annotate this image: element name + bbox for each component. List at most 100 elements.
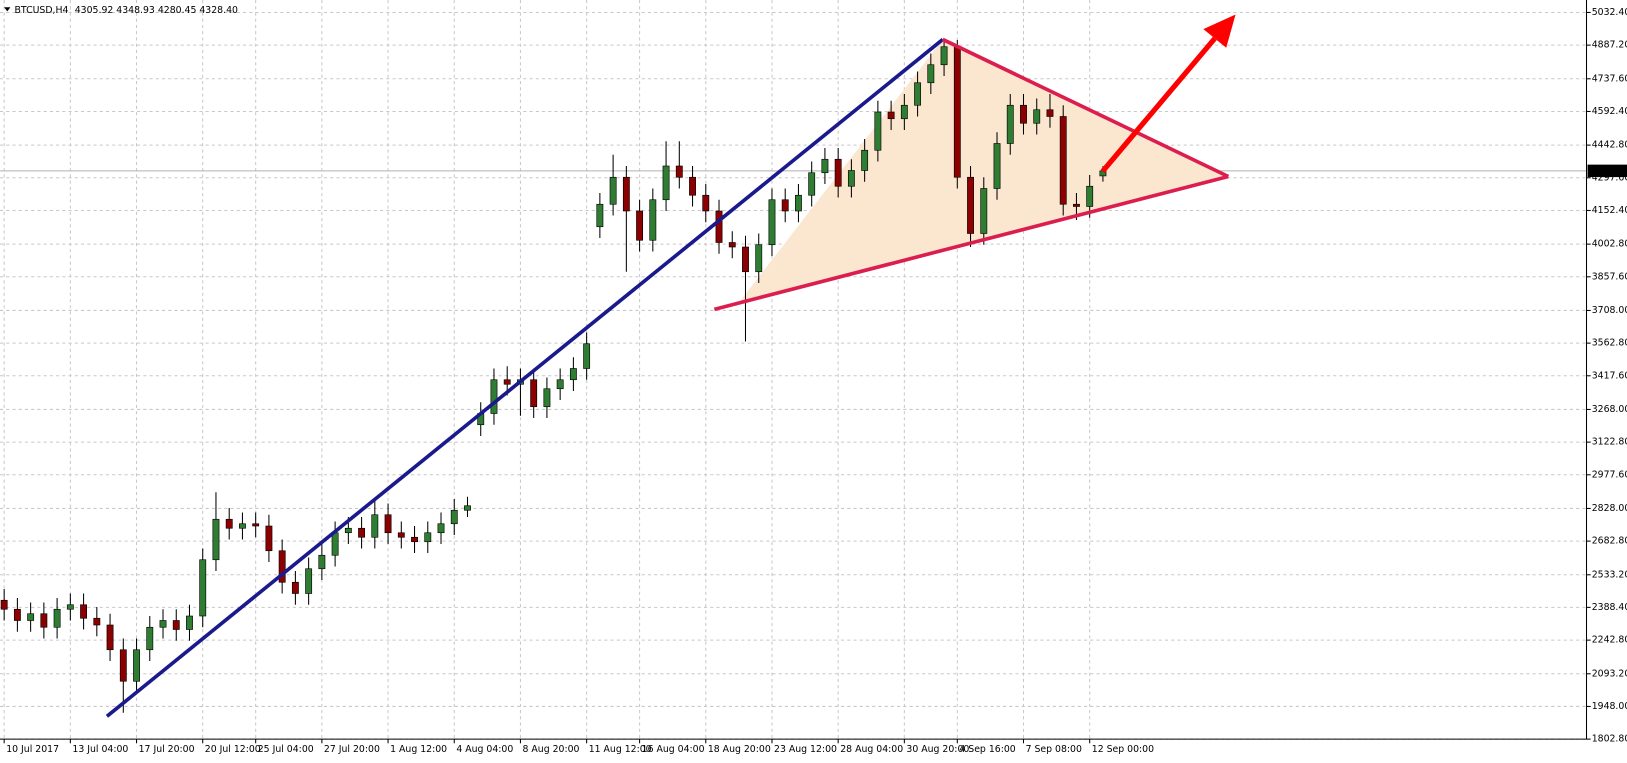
candle-body <box>450 509 458 525</box>
y-tick-label: 4297.60 <box>1592 172 1627 183</box>
candle-body <box>278 550 286 583</box>
candle-body <box>119 649 127 682</box>
y-tick-label: 4887.20 <box>1592 40 1627 51</box>
candle-body <box>980 188 988 234</box>
candle-body <box>358 527 366 538</box>
candle-body <box>265 525 273 552</box>
arrow-head <box>1203 14 1236 48</box>
candle-body <box>13 608 21 621</box>
candle-body <box>411 536 418 543</box>
candle-body <box>437 523 445 534</box>
x-tick-label: 28 Aug 04:00 <box>840 744 903 755</box>
candle-body <box>953 46 961 178</box>
candle-body <box>636 210 644 241</box>
x-tick-label: 11 Aug 12:00 <box>589 744 652 755</box>
candle-body <box>887 111 895 120</box>
x-tick-label: 18 Aug 20:00 <box>708 744 771 755</box>
candle-body <box>821 158 829 174</box>
candle-body <box>755 244 763 273</box>
candle-body <box>781 199 789 212</box>
x-tick-label: 16 Aug 04:00 <box>642 744 705 755</box>
candle-body <box>622 176 630 212</box>
triangle-fill <box>739 39 1229 303</box>
x-tick-label: 4 Sep 16:00 <box>959 744 1015 755</box>
candle-body <box>874 111 882 151</box>
candle-body <box>1020 104 1027 124</box>
y-tick-label: 1802.80 <box>1592 734 1627 745</box>
candle-body <box>186 615 193 630</box>
candle-body <box>702 194 710 212</box>
candle-body <box>239 523 246 529</box>
candle-body <box>927 64 935 84</box>
candle-body <box>93 617 101 626</box>
candle-body <box>556 379 564 390</box>
candle-body <box>212 518 220 561</box>
x-tick-label: 12 Sep 00:00 <box>1092 744 1154 755</box>
x-tick-label: 23 Aug 12:00 <box>774 744 837 755</box>
y-tick-label: 2828.00 <box>1592 503 1627 514</box>
candle-body <box>397 532 405 538</box>
candle-body <box>940 46 948 66</box>
last-price-box <box>1587 164 1627 178</box>
candle-body <box>291 581 299 594</box>
arrow-shaft <box>1100 36 1217 173</box>
candle-body <box>0 599 8 610</box>
candle-body <box>146 626 154 651</box>
candle-body <box>1046 109 1054 117</box>
candle-body <box>728 242 736 248</box>
candle-body <box>1033 109 1041 124</box>
candles <box>0 39 1107 713</box>
y-tick-label: 3417.60 <box>1592 370 1627 381</box>
candle-body <box>133 649 140 682</box>
y-tick-label: 1948.00 <box>1592 701 1627 712</box>
candle-body <box>159 620 167 628</box>
symbol-title: BTCUSD,H4 <box>15 5 69 16</box>
candle-body <box>1073 203 1080 207</box>
candle-body <box>384 514 392 534</box>
x-tick-label: 4 Aug 04:00 <box>456 744 513 755</box>
x-tick-label: 30 Aug 20:00 <box>906 744 969 755</box>
y-tick-label: 2242.80 <box>1592 635 1627 646</box>
candle-body <box>993 143 1001 189</box>
x-tick-label: 10 Jul 2017 <box>6 744 59 755</box>
candle-body <box>861 149 869 171</box>
y-tick-label: 3857.60 <box>1592 271 1627 282</box>
y-tick-label: 2093.20 <box>1592 668 1627 679</box>
y-tick-label: 3268.00 <box>1592 404 1627 415</box>
candle-body <box>675 165 683 178</box>
candle-body <box>596 203 604 228</box>
candle-body <box>344 527 352 534</box>
candle-body <box>371 514 379 538</box>
candle-body <box>464 505 471 511</box>
x-tick-label: 1 Aug 12:00 <box>390 744 447 755</box>
candle-body <box>225 518 233 529</box>
y-tick-label: 5032.40 <box>1592 7 1627 18</box>
y-tick-label: 4442.80 <box>1592 140 1627 151</box>
candle-body <box>331 532 339 556</box>
y-tick-label: 3122.80 <box>1592 437 1627 448</box>
candle-body <box>424 532 432 543</box>
candle-body <box>808 172 816 196</box>
candle-body <box>715 210 723 243</box>
menu-triangle[interactable] <box>4 7 11 12</box>
candle-body <box>503 379 511 385</box>
candle-body <box>53 608 61 628</box>
y-tick-label: 2388.40 <box>1592 602 1627 613</box>
candle-body <box>569 368 577 381</box>
candle-body <box>914 82 922 106</box>
candle-body <box>967 176 974 234</box>
candle-body <box>742 246 749 273</box>
x-tick-label: 20 Jul 12:00 <box>205 744 261 755</box>
y-tick-label: 3562.80 <box>1592 338 1627 349</box>
resistance-line <box>941 37 1230 179</box>
candle-body <box>795 194 802 212</box>
ohlc-text: 4305.92 4348.93 4280.45 4328.40 <box>75 5 238 16</box>
candle-body <box>490 379 498 414</box>
y-tick-label: 4002.80 <box>1592 239 1627 250</box>
candle-body <box>609 176 617 205</box>
x-tick-label: 13 Jul 04:00 <box>72 744 128 755</box>
candle-body <box>80 604 88 619</box>
candle-body <box>530 379 538 408</box>
